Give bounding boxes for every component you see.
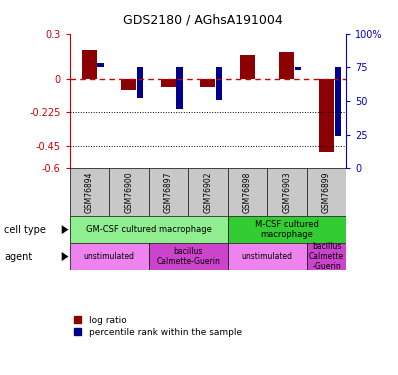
Text: GSM76897: GSM76897 (164, 171, 173, 213)
Bar (240, 56, 255, 79)
Text: GSM76900: GSM76900 (125, 171, 133, 213)
Bar (70, 216, 228, 243)
Text: unstimulated: unstimulated (242, 252, 293, 261)
Text: GDS2180 / AGhsA191004: GDS2180 / AGhsA191004 (123, 13, 283, 26)
Bar (228, 243, 307, 270)
Bar (319, 79, 334, 152)
Bar (335, 68, 341, 136)
Bar (201, 79, 215, 87)
Bar (82, 50, 97, 79)
Text: GSM76898: GSM76898 (243, 171, 252, 213)
Text: unstimulated: unstimulated (84, 252, 135, 261)
Text: agent: agent (4, 252, 32, 261)
Bar (279, 53, 295, 79)
Text: bacillus
Calmette
-Guerin: bacillus Calmette -Guerin (309, 242, 344, 272)
Bar (149, 243, 228, 270)
Text: M-CSF cultured
macrophage: M-CSF cultured macrophage (255, 220, 319, 239)
Bar (176, 68, 183, 109)
Bar (295, 68, 301, 70)
Text: GM-CSF cultured macrophage: GM-CSF cultured macrophage (86, 225, 212, 234)
Bar (98, 63, 103, 68)
Bar (307, 243, 346, 270)
Bar (70, 243, 149, 270)
Bar (161, 79, 176, 87)
Text: GSM76894: GSM76894 (85, 171, 94, 213)
Bar (228, 216, 346, 243)
Bar (137, 68, 143, 98)
Text: bacillus
Calmette-Guerin: bacillus Calmette-Guerin (156, 247, 220, 266)
Text: GSM76903: GSM76903 (283, 171, 291, 213)
Bar (216, 68, 222, 100)
Text: cell type: cell type (4, 225, 46, 235)
Text: GSM76902: GSM76902 (203, 171, 213, 213)
Text: GSM76899: GSM76899 (322, 171, 331, 213)
Legend: log ratio, percentile rank within the sample: log ratio, percentile rank within the sa… (74, 316, 242, 337)
Bar (121, 79, 137, 90)
